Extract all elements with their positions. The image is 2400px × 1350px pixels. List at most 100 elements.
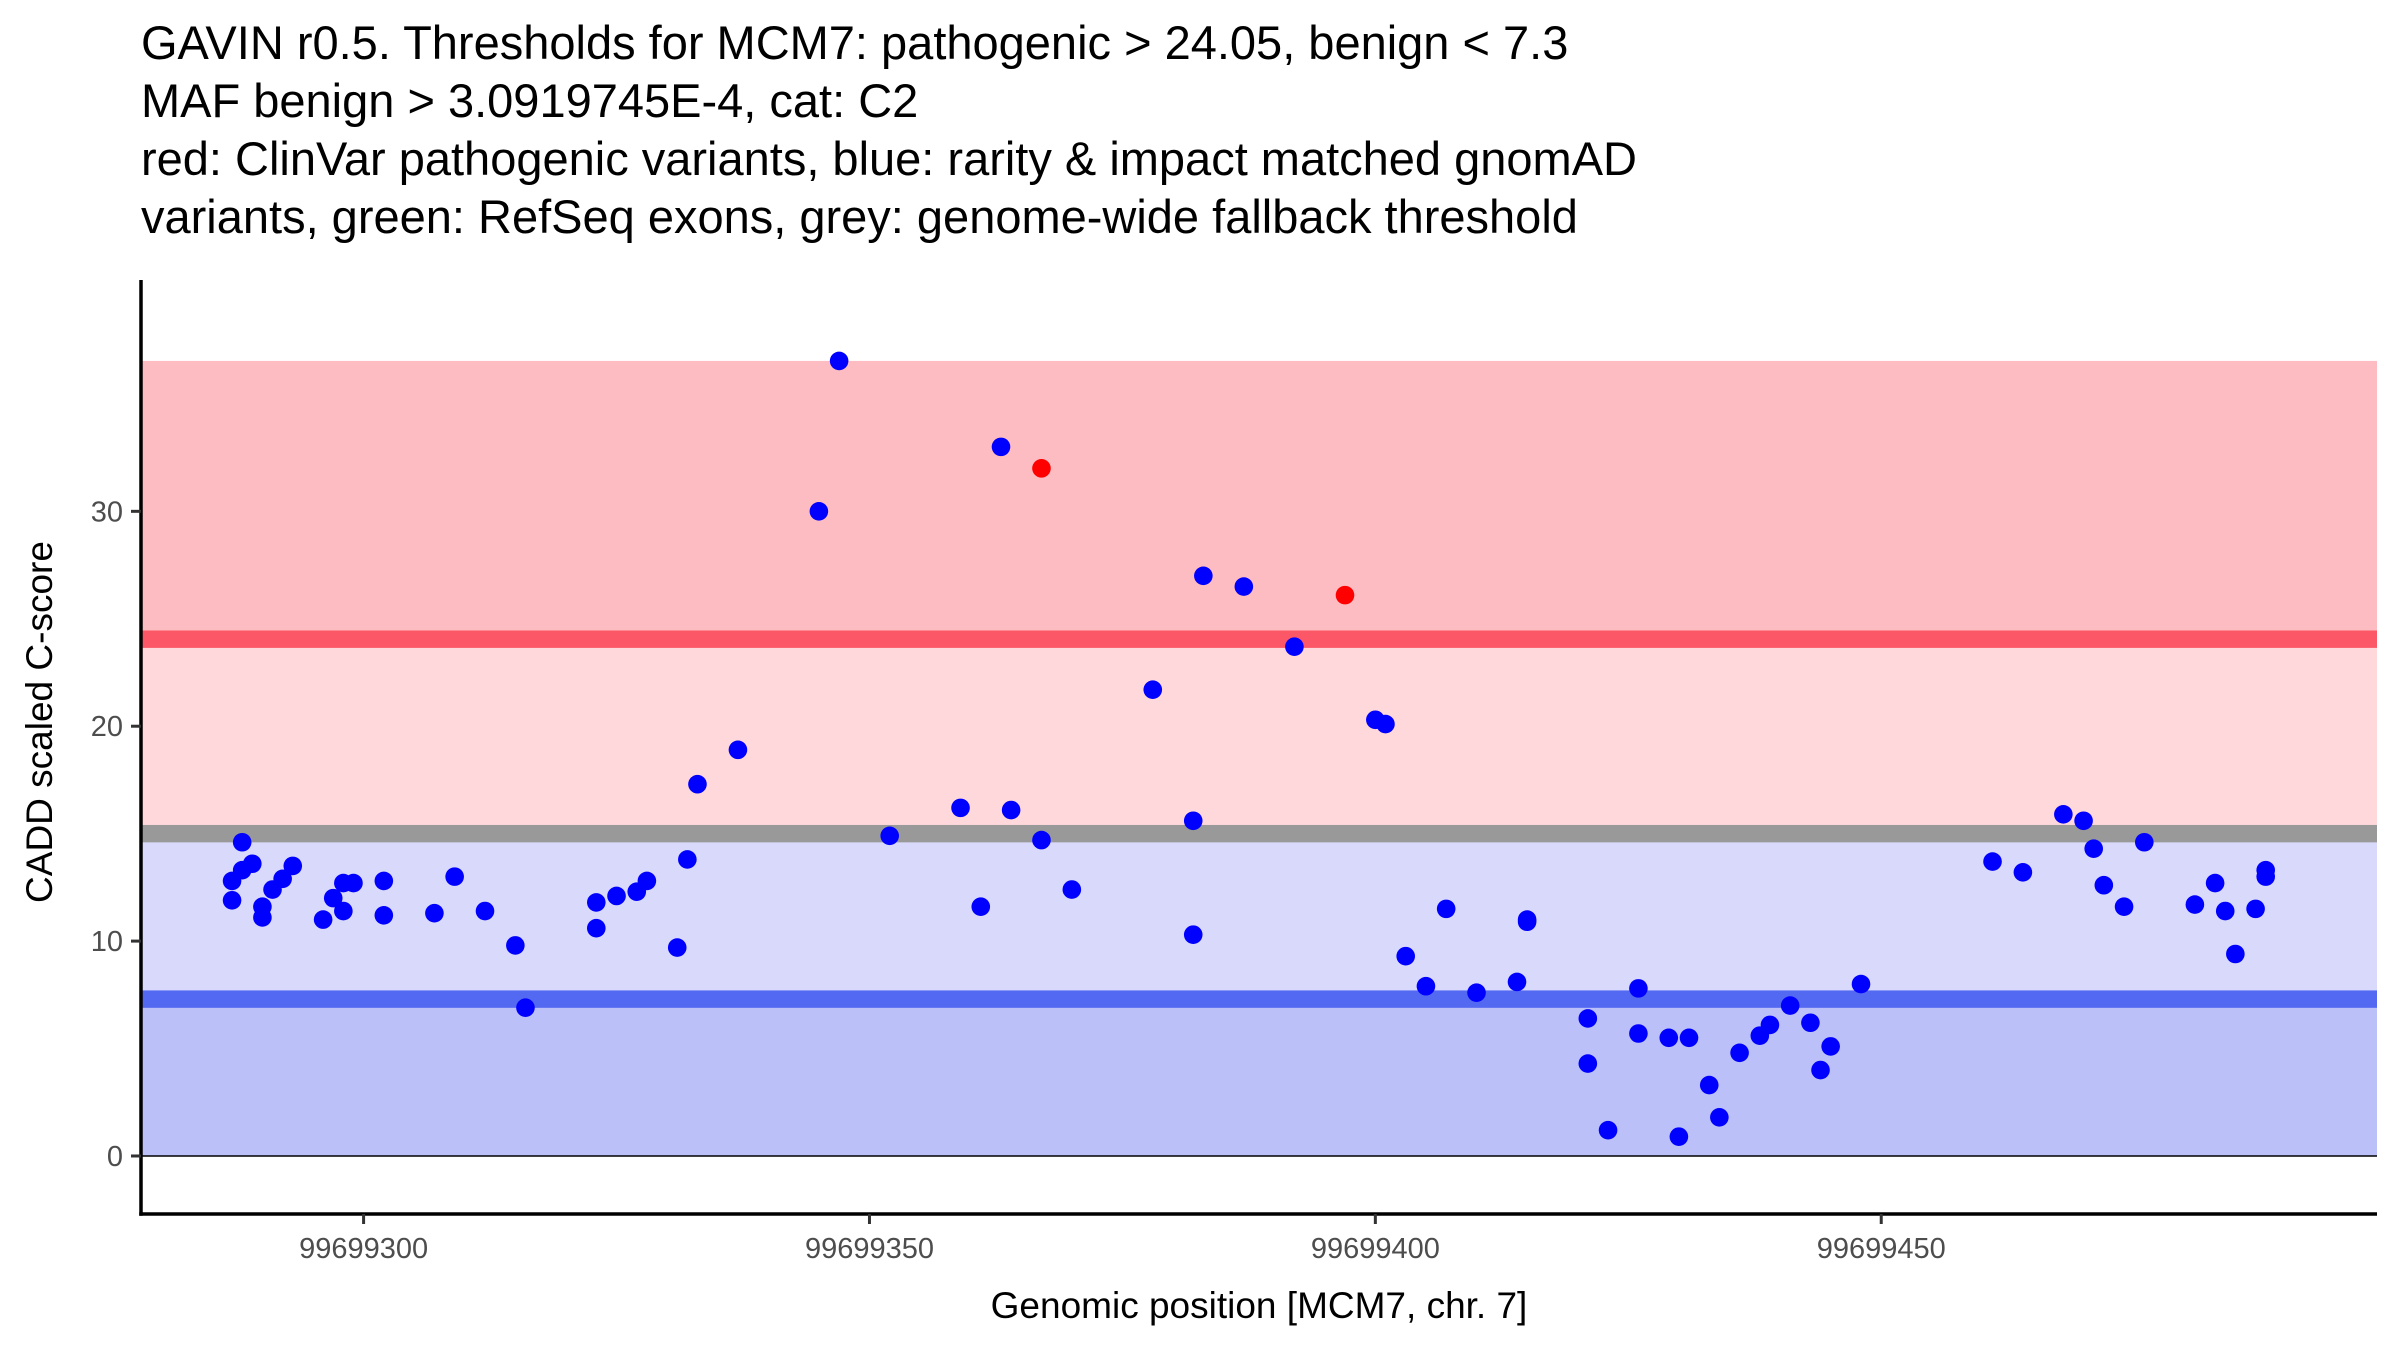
gnomad-point [242, 854, 262, 874]
gnomad-point [728, 740, 748, 760]
gnomad-point [1629, 979, 1648, 998]
gnomad-point [1629, 1024, 1648, 1043]
y-axis-ticks: 0 10 20 30 [91, 496, 141, 1173]
gnomad-point [1143, 680, 1163, 699]
gnomad-point [2134, 832, 2154, 852]
x-tick-label: 99699350 [805, 1233, 934, 1265]
gnomad-point [2094, 875, 2114, 895]
intermediate-upper-region-band [142, 639, 2377, 834]
data-points [222, 351, 2276, 1146]
title-line-1: GAVIN r0.5. Thresholds for MCM7: pathoge… [141, 16, 1569, 69]
pathogenic-region-band [142, 360, 2377, 640]
gnomad-point [1416, 976, 1436, 996]
title-line-4: variants, green: RefSeq exons, grey: gen… [141, 190, 1578, 243]
gnomad-point [2205, 873, 2225, 893]
clinvar-point [1335, 585, 1355, 605]
gnomad-point [1032, 830, 1051, 850]
gnomad-point [1821, 1037, 1840, 1056]
gnomad-point [1001, 800, 1021, 820]
gnomad-point [1699, 1075, 1719, 1095]
genome-wide-fallback-threshold-line [142, 824, 2377, 843]
x-tick-label: 99699450 [1817, 1233, 1946, 1265]
gnomad-point [1669, 1127, 1689, 1146]
gnomad-point [374, 871, 394, 891]
gnomad-point [1234, 577, 1254, 596]
y-tick-label: 20 [91, 711, 123, 743]
gnomad-point [829, 351, 849, 371]
gnomad-point [809, 502, 829, 521]
gnomad-point [678, 850, 697, 869]
benign-region-band [142, 999, 2377, 1156]
gnomad-point [2054, 805, 2073, 824]
gnomad-point [2215, 901, 2235, 921]
gnomad-point [637, 871, 657, 891]
gnomad-point [1983, 852, 2002, 871]
x-tick-label: 99699400 [1311, 1233, 1440, 1265]
y-axis-title: CADD scaled C-score [19, 541, 60, 903]
x-tick-label: 99699300 [299, 1233, 428, 1265]
axes [139, 280, 2377, 1216]
gnomad-point [991, 437, 1011, 457]
gnomad-point [313, 910, 333, 929]
gnomad-point [253, 908, 272, 927]
intermediate-lower-region-band [142, 833, 2377, 1000]
gnomad-point [2074, 811, 2093, 831]
gnomad-point [344, 873, 363, 893]
gnomad-point [2114, 897, 2134, 917]
gnomad-point [1811, 1060, 1830, 1080]
gnomad-point [323, 888, 343, 908]
gnomad-point [1467, 983, 1486, 1002]
gnomad-point [1376, 714, 1395, 734]
gnomad-point [2084, 839, 2104, 858]
gnomad-point [1730, 1043, 1749, 1063]
y-tick-label: 10 [91, 926, 123, 958]
y-tick-label: 0 [107, 1141, 123, 1173]
gnomad-point [586, 893, 606, 912]
gnomad-point [1780, 996, 1800, 1015]
gnomad-point [222, 890, 242, 910]
gnomad-point [1801, 1013, 1820, 1033]
clinvar-point [1032, 459, 1051, 478]
gnomad-point [1659, 1028, 1679, 1048]
gnomad-point [374, 906, 394, 925]
title-line-3: red: ClinVar pathogenic variants, blue: … [141, 132, 1637, 185]
x-axis-ticks: 99699300 99699350 99699400 99699450 [299, 1214, 1946, 1265]
gnomad-point [951, 798, 970, 818]
gnomad-point [334, 901, 353, 921]
threshold-lines [142, 630, 2377, 1008]
y-tick-label: 30 [91, 496, 123, 528]
gnomad-point [475, 901, 495, 921]
chart-title: GAVIN r0.5. Thresholds for MCM7: pathoge… [141, 14, 1637, 246]
gnomad-point [273, 869, 292, 889]
gnomad-point [2226, 944, 2245, 964]
x-axis-title: Genomic position [MCM7, chr. 7] [991, 1285, 1528, 1326]
gnomad-point [2246, 899, 2265, 919]
pathogenic-threshold-line [142, 630, 2377, 648]
gnomad-point [1679, 1028, 1699, 1048]
gnomad-point [425, 903, 444, 923]
gnomad-point [1760, 1015, 1780, 1035]
gnomad-point [1436, 899, 1456, 919]
gnomad-point [688, 774, 707, 794]
gnomad-point [880, 826, 900, 846]
gnomad-point [1194, 566, 1213, 586]
gnomad-point [971, 897, 991, 917]
benign-threshold-line [142, 990, 2377, 1008]
gnomad-point [506, 936, 525, 955]
gnomad-point [1598, 1120, 1618, 1140]
gnomad-point [2013, 863, 2033, 882]
gnomad-point [1517, 912, 1537, 932]
gnomad-point [232, 832, 252, 852]
threshold-bands [142, 360, 2377, 1156]
gnomad-point [1183, 925, 1203, 944]
gnomad-point [2256, 867, 2276, 886]
gnomad-point [1062, 880, 1082, 899]
title-line-2: MAF benign > 3.0919745E-4, cat: C2 [141, 74, 919, 127]
gnomad-point [1578, 1054, 1598, 1073]
gnomad-point [667, 938, 687, 957]
gnomad-point [586, 918, 606, 938]
gnomad-point [2185, 895, 2205, 914]
gnomad-point [1285, 637, 1304, 657]
gnomad-point [445, 867, 464, 886]
